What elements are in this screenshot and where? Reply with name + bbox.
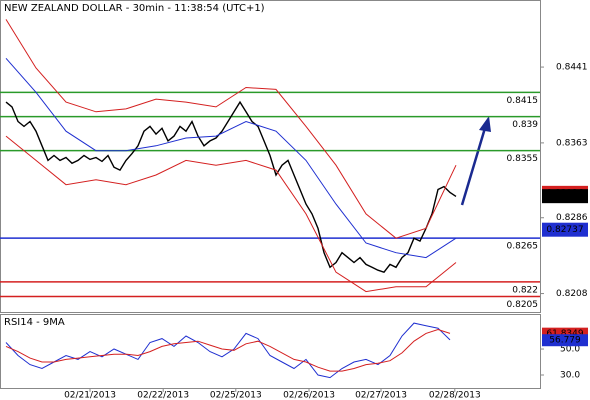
series-line xyxy=(5,100,457,274)
rsi-y-tick-label: 30.0 xyxy=(560,371,580,381)
rsi-tag xyxy=(542,334,588,347)
series-line xyxy=(5,322,451,379)
level-label: 0.8355 xyxy=(507,154,539,164)
x-tick-label: 02/25/2013 xyxy=(210,391,262,400)
series-line xyxy=(5,328,451,372)
level-label: 0.839 xyxy=(512,120,538,130)
x-tick-label: 02/21/2013 xyxy=(64,391,116,400)
level-label: 0.822 xyxy=(512,285,538,295)
x-tick-label: 02/28/2013 xyxy=(429,391,481,400)
y-tick-label: 0.8363 xyxy=(556,138,588,148)
rsi-y-tick-label: 50.0 xyxy=(560,345,580,355)
main-panel xyxy=(0,0,541,313)
series-line xyxy=(5,57,457,259)
level-label: 0.8205 xyxy=(507,300,539,310)
series-line xyxy=(5,135,457,293)
y-tick-label: 0.8441 xyxy=(556,63,588,73)
rsi-title: RSI14 - 9MA xyxy=(4,317,65,328)
trend-arrow xyxy=(460,116,491,206)
price-tag xyxy=(542,189,588,204)
price-tag-label: 0.82737 xyxy=(546,225,583,235)
level-label: 0.8415 xyxy=(507,96,539,106)
chart-title: NEW ZEALAND DOLLAR - 30min - 11:38:54 (U… xyxy=(4,3,265,14)
x-tick-label: 02/27/2013 xyxy=(355,391,407,400)
y-tick-label: 0.8208 xyxy=(556,289,588,299)
x-tick-label: 02/22/2013 xyxy=(137,391,189,400)
price-tag-label: 0.83082 xyxy=(546,192,583,202)
series-line xyxy=(5,19,457,239)
rsi-tag-label: 61.8349 xyxy=(546,329,583,339)
y-tick-label: 0.8286 xyxy=(556,213,588,223)
rsi-tag-label: 56.779 xyxy=(549,336,581,346)
level-label: 0.8265 xyxy=(507,242,539,252)
price-tag xyxy=(542,222,588,237)
x-tick-label: 02/26/2013 xyxy=(283,391,335,400)
rsi-panel xyxy=(0,314,541,389)
